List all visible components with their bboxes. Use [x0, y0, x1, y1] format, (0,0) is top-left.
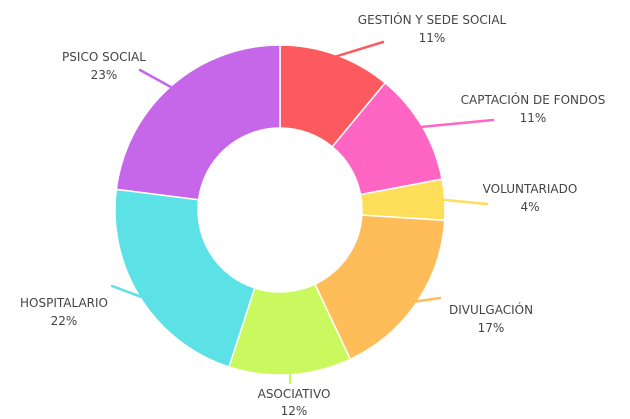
label-hospitalario-name: HOSPITALARIO — [20, 296, 108, 310]
leader-voluntariado — [441, 198, 489, 206]
label-asociativo-name: ASOCIATIVO — [258, 387, 331, 401]
label-gestion-value: 11% — [419, 31, 446, 45]
label-divulgacion-name: DIVULGACIÓN — [449, 302, 533, 317]
label-gestion-name: GESTIÓN Y SEDE SOCIAL — [358, 12, 507, 27]
donut-hole — [198, 128, 362, 292]
label-psicosocial-value: 23% — [91, 68, 118, 82]
label-psicosocial-name: PSICO SOCIAL — [62, 50, 146, 64]
leader-divulgacion — [413, 296, 442, 303]
label-hospitalario-value: 22% — [51, 314, 78, 328]
label-voluntariado-name: VOLUNTARIADO — [483, 182, 578, 196]
label-divulgacion-value: 17% — [478, 321, 505, 335]
leader-psico-social — [138, 68, 174, 89]
leader-captacion-de-fondos — [419, 118, 495, 129]
label-captacion-value: 11% — [520, 111, 547, 125]
label-voluntariado-value: 4% — [520, 200, 539, 214]
leader-hospitalario — [110, 284, 144, 299]
leader-gestion-y-sede-social — [333, 40, 385, 58]
label-captacion-name: CAPTACIÓN DE FONDOS — [461, 92, 606, 107]
label-asociativo-value: 12% — [281, 404, 308, 418]
leader-lines — [110, 40, 495, 385]
